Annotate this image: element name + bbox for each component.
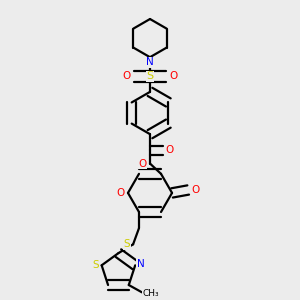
Text: S: S [92,260,99,270]
Text: O: O [166,145,174,155]
Text: N: N [146,58,154,68]
Text: O: O [169,71,178,81]
Text: N: N [136,259,144,269]
Text: CH₃: CH₃ [142,289,159,298]
Text: O: O [116,188,125,198]
Text: O: O [139,158,147,169]
Text: S: S [123,239,130,249]
Text: O: O [122,71,130,81]
Text: S: S [146,71,154,81]
Text: O: O [191,185,200,195]
